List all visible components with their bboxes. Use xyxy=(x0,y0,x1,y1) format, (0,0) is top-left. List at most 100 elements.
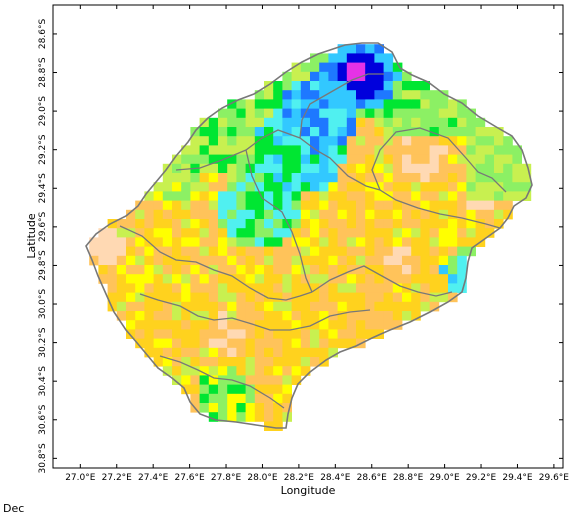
data-cell xyxy=(300,117,311,128)
data-cell xyxy=(448,292,458,303)
data-cell xyxy=(300,228,311,238)
data-cell xyxy=(328,136,338,146)
data-cell xyxy=(199,393,210,404)
data-cell xyxy=(98,228,108,238)
data-cell xyxy=(273,219,283,229)
data-cell xyxy=(411,136,421,146)
data-cell xyxy=(199,127,210,137)
data-cell xyxy=(475,200,486,211)
data-cell xyxy=(392,117,403,128)
data-cell xyxy=(199,301,210,312)
data-cell xyxy=(291,329,302,339)
data-cell xyxy=(392,90,403,100)
data-cell xyxy=(411,283,421,293)
data-cell xyxy=(291,90,302,100)
data-cell xyxy=(98,255,108,266)
data-cell xyxy=(264,163,274,174)
data-cell xyxy=(227,127,237,137)
data-cell xyxy=(245,255,256,266)
data-cell xyxy=(319,173,329,183)
y-tick-label: 30.6°S xyxy=(38,404,48,435)
data-cell xyxy=(135,320,145,330)
data-cell xyxy=(429,283,440,293)
data-cell xyxy=(356,329,366,339)
data-cell xyxy=(365,117,375,128)
data-cell xyxy=(438,274,449,284)
data-cell xyxy=(365,228,375,238)
data-cell xyxy=(126,329,136,339)
data-cell xyxy=(402,228,412,238)
data-cell xyxy=(153,274,164,284)
data-cell xyxy=(264,237,274,247)
data-cell xyxy=(153,357,164,367)
data-cell xyxy=(190,301,200,312)
data-cell xyxy=(429,145,440,155)
data-cell xyxy=(107,246,118,257)
data-cell xyxy=(328,145,338,155)
data-cell xyxy=(392,209,403,220)
data-cell xyxy=(181,357,191,367)
data-cell xyxy=(218,145,228,155)
data-cell xyxy=(365,127,375,137)
data-cell xyxy=(374,117,384,128)
data-cell xyxy=(282,228,292,238)
data-cell xyxy=(310,283,320,293)
data-cell xyxy=(116,246,127,257)
data-cell xyxy=(420,228,430,238)
data-cell xyxy=(172,357,182,367)
data-cell xyxy=(402,99,412,109)
data-cell xyxy=(337,209,348,220)
data-cell xyxy=(300,99,311,109)
data-cell xyxy=(448,127,458,137)
data-cell xyxy=(319,90,329,100)
data-cell xyxy=(484,200,495,211)
data-cell xyxy=(218,283,228,293)
data-cell xyxy=(172,200,182,211)
data-cell xyxy=(291,375,302,385)
data-cell xyxy=(190,274,200,284)
data-cell xyxy=(227,246,237,257)
data-cell xyxy=(264,154,274,165)
data-cell xyxy=(172,265,182,275)
data-cell xyxy=(402,219,412,229)
data-cell xyxy=(190,154,200,165)
data-cell xyxy=(319,228,329,238)
data-cell xyxy=(420,154,430,165)
data-cell xyxy=(319,182,329,192)
data-cell xyxy=(172,191,182,201)
data-cell xyxy=(448,108,458,119)
data-cell xyxy=(457,283,467,293)
data-cell xyxy=(346,44,357,54)
data-cell xyxy=(282,366,292,376)
data-cell xyxy=(411,154,421,165)
data-cell xyxy=(337,338,348,349)
data-cell xyxy=(245,108,256,119)
data-cell xyxy=(135,329,145,339)
data-cell xyxy=(448,117,458,128)
data-cell xyxy=(245,375,256,385)
data-cell xyxy=(365,71,375,82)
data-cell xyxy=(135,292,145,303)
x-tick-label: 28.2°E xyxy=(284,473,315,483)
data-cell xyxy=(291,255,302,266)
data-cell xyxy=(227,182,237,192)
data-cell xyxy=(356,44,366,54)
data-cell xyxy=(227,108,237,119)
data-cell xyxy=(291,265,302,275)
data-cell xyxy=(365,81,375,91)
data-cell xyxy=(199,182,210,192)
data-cell xyxy=(273,292,283,303)
data-cell xyxy=(300,219,311,229)
data-cell xyxy=(374,154,384,165)
data-cell xyxy=(383,311,394,321)
data-cell xyxy=(218,265,228,275)
data-cell xyxy=(457,145,467,155)
data-cell xyxy=(457,136,467,146)
data-cell xyxy=(356,246,366,257)
data-cell xyxy=(227,237,237,247)
data-cell xyxy=(383,320,394,330)
data-cell xyxy=(199,191,210,201)
data-cell xyxy=(402,117,412,128)
data-cell xyxy=(365,53,375,63)
data-cell xyxy=(457,209,467,220)
